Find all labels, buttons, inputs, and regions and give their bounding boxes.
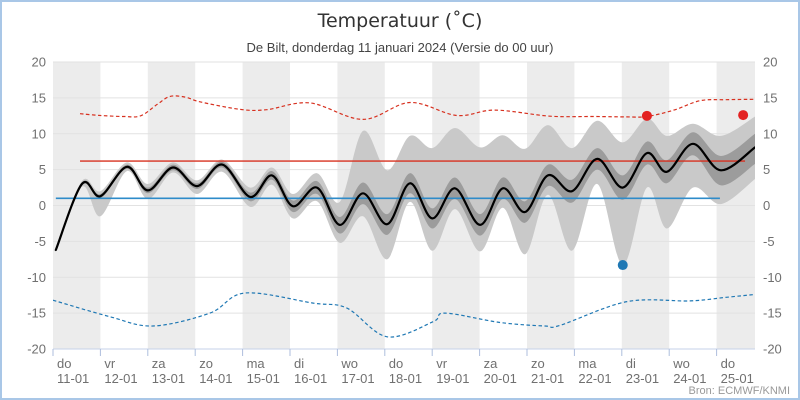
- y-tick-label-right: 15: [763, 90, 777, 105]
- x-tick-weekday-label: vr: [436, 356, 448, 371]
- x-tick-date-label: 17-01: [341, 371, 374, 386]
- chart-title: Temperatuur (˚C): [317, 10, 483, 32]
- x-tick-date-label: 24-01: [673, 371, 706, 386]
- x-tick-date-label: 15-01: [247, 371, 280, 386]
- source-credit: Bron: ECMWF/KNMI: [688, 385, 790, 397]
- y-tick-label-left: -10: [27, 270, 46, 285]
- ensemble-inner-band: [55, 132, 755, 251]
- x-tick-date-label: 14-01: [199, 371, 232, 386]
- x-tick-weekday-label: vr: [104, 356, 116, 371]
- y-tick-label-right: -15: [763, 306, 782, 321]
- x-tick-date-label: 13-01: [152, 371, 185, 386]
- x-tick-weekday-label: wo: [672, 356, 690, 371]
- x-axis: [52, 348, 755, 356]
- y-tick-label-left: -5: [34, 234, 46, 249]
- x-tick-weekday-label: do: [389, 356, 403, 371]
- y-tick-label-left: 15: [32, 90, 46, 105]
- x-tick-weekday-label: za: [152, 356, 167, 371]
- x-tick-weekday-label: ma: [578, 356, 597, 371]
- y-tick-label-right: 20: [763, 55, 777, 70]
- y-tick-label-left: 20: [32, 55, 46, 70]
- median-line: [54, 142, 755, 252]
- axis-labels: 20 20 15 15 10 10 5 5 0 0 -5 -5 -10 -10 -15 -15 -20 -20 do…: [27, 55, 782, 387]
- y-tick-label-right: -20: [763, 342, 782, 357]
- x-tick-date-label: 20-01: [484, 371, 517, 386]
- y-tick-label-right: 0: [763, 198, 770, 213]
- y-tick-label-left: 0: [39, 198, 46, 213]
- x-tick-weekday-label: ma: [247, 356, 266, 371]
- x-tick-date-label: 12-01: [104, 371, 137, 386]
- record-min-line: [53, 292, 755, 338]
- x-tick-date-label: 25-01: [721, 371, 754, 386]
- y-tick-label-right: 5: [763, 162, 770, 177]
- record-max-line: [79, 95, 755, 121]
- plot-series: [53, 95, 755, 338]
- extreme-dots: [617, 110, 749, 271]
- x-tick-date-label: 22-01: [578, 371, 611, 386]
- x-tick-date-label: 16-01: [294, 371, 327, 386]
- x-tick-weekday-label: wo: [340, 356, 358, 371]
- x-tick-weekday-label: di: [626, 356, 636, 371]
- y-tick-label-right: 10: [763, 126, 777, 141]
- x-tick-date-label: 11-01: [57, 371, 89, 386]
- y-tick-label-left: -20: [27, 342, 46, 357]
- red-extreme-dot: [641, 110, 652, 121]
- x-tick-weekday-label: di: [294, 356, 304, 371]
- y-tick-label-left: -15: [27, 306, 46, 321]
- x-tick-weekday-label: za: [484, 356, 499, 371]
- y-tick-label-right: -10: [763, 270, 782, 285]
- y-tick-label-left: 10: [32, 126, 46, 141]
- x-tick-date-label: 18-01: [389, 371, 422, 386]
- red-extreme-dot: [738, 110, 749, 121]
- y-tick-label-left: 5: [39, 162, 46, 177]
- y-tick-label-right: -5: [763, 234, 775, 249]
- x-tick-date-label: 21-01: [531, 371, 564, 386]
- x-tick-date-label: 23-01: [626, 371, 659, 386]
- x-tick-weekday-label: zo: [199, 356, 213, 371]
- x-tick-weekday-label: do: [57, 356, 71, 371]
- chart-subtitle: De Bilt, donderdag 11 januari 2024 (Vers…: [246, 40, 554, 55]
- x-tick-weekday-label: zo: [531, 356, 545, 371]
- x-tick-date-label: 19-01: [436, 371, 469, 386]
- blue-extreme-dot: [617, 260, 628, 271]
- x-tick-weekday-label: do: [721, 356, 735, 371]
